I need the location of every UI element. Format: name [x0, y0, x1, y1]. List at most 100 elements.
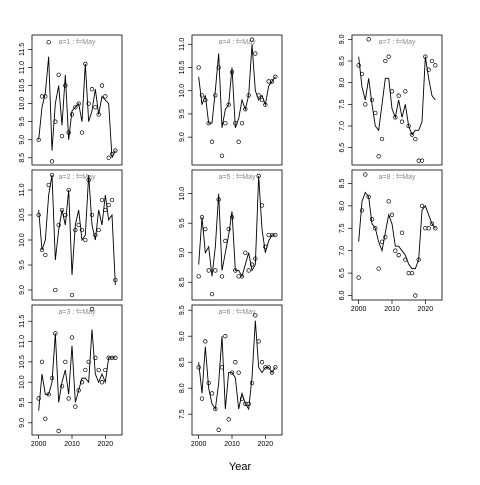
data-point	[399, 119, 405, 124]
y-tick-label: 9.5	[179, 218, 186, 228]
data-point	[269, 370, 275, 375]
y-tick-label: 7.0	[339, 121, 346, 131]
panel-frame	[351, 34, 443, 166]
data-point	[216, 65, 221, 70]
data-point	[36, 396, 41, 401]
data-point	[383, 235, 388, 240]
y-tick-label: 7.5	[179, 409, 186, 419]
data-point	[199, 93, 205, 98]
data-point	[53, 119, 58, 124]
series-line	[358, 191, 436, 270]
data-point	[66, 396, 71, 401]
data-point	[249, 37, 255, 42]
y-tick-label: 7.5	[339, 99, 346, 109]
series-line	[198, 320, 276, 411]
data-point	[359, 208, 365, 213]
data-point	[209, 139, 215, 144]
data-point	[273, 365, 278, 370]
panel-title: a=4 : f=May	[219, 39, 256, 46]
panel-frame	[191, 34, 283, 166]
y-tick-label: 9.5	[179, 109, 186, 119]
y-tick-label: 11.5	[19, 315, 26, 328]
data-point	[356, 63, 361, 68]
data-point	[196, 65, 201, 70]
y-tick-label: 6.0	[339, 291, 346, 301]
data-point	[113, 148, 118, 153]
data-point	[69, 335, 75, 340]
y-tick-label: 9.5	[179, 305, 186, 315]
data-point	[96, 367, 101, 373]
data-point	[43, 416, 48, 421]
y-tick-label: 9.5	[19, 260, 26, 270]
data-point	[56, 222, 61, 228]
data-point	[426, 226, 431, 231]
data-point	[209, 291, 215, 297]
x-tick-label: 2010	[384, 306, 400, 313]
data-point	[89, 212, 95, 218]
data-point	[99, 83, 105, 88]
data-point	[403, 89, 408, 94]
y-tick-label: 10.5	[19, 355, 26, 369]
data-point	[386, 199, 391, 204]
x-tick-label: 2010	[224, 441, 240, 448]
data-point	[79, 130, 85, 135]
y-tick-label: 8.5	[339, 56, 346, 66]
data-point	[356, 275, 361, 280]
data-point	[429, 221, 435, 226]
x-tick-label: 2000	[31, 441, 47, 448]
data-point	[249, 262, 255, 267]
data-point	[89, 306, 95, 312]
data-point	[46, 40, 51, 45]
data-point	[376, 266, 381, 271]
series-line	[38, 56, 116, 158]
data-point	[43, 252, 48, 258]
data-point	[273, 74, 278, 79]
data-point	[83, 367, 88, 373]
y-tick-label: 9.5	[19, 398, 26, 408]
data-point	[223, 121, 228, 126]
data-point	[83, 237, 88, 243]
data-point	[433, 63, 438, 68]
series-line	[358, 56, 436, 136]
x-tick-label: 2010	[64, 441, 80, 448]
panel-frame	[31, 169, 123, 301]
x-axis-label: Year	[229, 461, 252, 473]
y-tick-label: 11.0	[19, 61, 26, 74]
data-point	[63, 83, 68, 88]
data-point	[63, 359, 68, 365]
series-line	[198, 44, 276, 129]
data-point	[239, 274, 245, 279]
y-tick-label: 8.5	[179, 277, 186, 287]
y-tick-label: 7.5	[339, 223, 346, 233]
data-point	[226, 226, 231, 232]
panel-frame	[191, 304, 283, 436]
y-tick-label: 8.0	[339, 78, 346, 88]
y-tick-label: 11.0	[179, 38, 186, 51]
data-point	[196, 274, 201, 279]
y-tick-label: 8.5	[179, 357, 186, 367]
data-point	[79, 227, 85, 233]
data-point	[56, 72, 61, 77]
data-point	[259, 360, 265, 365]
y-tick-label: 11.5	[19, 43, 26, 56]
data-point	[383, 58, 388, 64]
data-point	[109, 197, 115, 203]
data-point	[219, 274, 225, 279]
y-tick-label: 9.0	[19, 285, 26, 295]
data-point	[243, 250, 248, 255]
y-tick-label: 10.0	[19, 375, 26, 389]
y-tick-label: 9.0	[179, 331, 186, 341]
panel-title: a=5 : f=May	[219, 174, 256, 181]
data-point	[386, 54, 391, 59]
panel-frame	[191, 169, 283, 301]
y-tick-label: 9.0	[179, 132, 186, 142]
y-tick-label: 8.0	[339, 201, 346, 211]
panel-title: a=2 : f=May	[59, 174, 96, 181]
data-point	[73, 404, 78, 409]
data-point	[226, 417, 231, 422]
y-tick-label: 8.0	[179, 383, 186, 393]
data-point	[233, 360, 238, 365]
y-tick-label: 10.0	[19, 97, 26, 111]
data-point	[53, 287, 58, 293]
